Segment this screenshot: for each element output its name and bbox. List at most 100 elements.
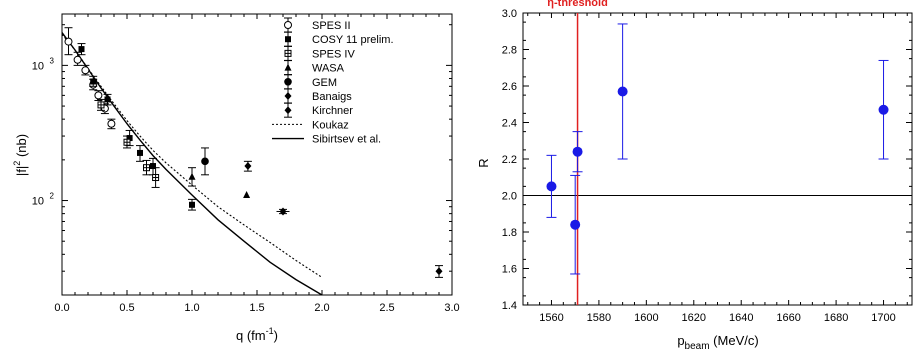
- marker-square: [137, 149, 143, 156]
- data-point: [94, 90, 103, 101]
- curve-koukaz: [61, 33, 323, 278]
- marker: [150, 163, 156, 170]
- y-tick-label: 2.8: [502, 45, 517, 57]
- form-factor-chart: 0.0 0.5 1.0 1.5 2.0 2.5 3.0 10 3 10 2 SPES II COSY …: [12, 13, 460, 343]
- ratio-point: [572, 131, 583, 173]
- point-marker: [546, 181, 557, 192]
- x-tick-label: 1620: [682, 312, 706, 324]
- y-tick-label: 2.6: [502, 81, 517, 93]
- x-tick-label: 1.0: [184, 302, 199, 314]
- reference-lines: [523, 13, 912, 305]
- marker: [107, 119, 116, 128]
- marker-triangle: [243, 190, 251, 198]
- data-point: [243, 190, 251, 198]
- y-tick-label: 1.8: [502, 227, 517, 239]
- data-point: [136, 145, 144, 162]
- legend-marker: [284, 49, 292, 57]
- legend-label: Banaigs: [312, 91, 352, 103]
- legend-label: GEM: [312, 77, 337, 89]
- marker-square: [189, 201, 195, 208]
- y-tick-label: 10: [32, 196, 44, 208]
- legend-label: WASA: [312, 63, 345, 75]
- ratio-chart: 1560 1580 1600 1620 1640 1660 1680 1700 1.4 1.6 1.…: [476, 0, 913, 352]
- marker: [152, 174, 160, 182]
- marker: [435, 267, 443, 276]
- left-x-axis-label: q (fm-1): [236, 326, 278, 343]
- theory-curves: [61, 32, 323, 296]
- right-x-axis-label: pbeam (MeV/c): [677, 333, 758, 352]
- ratio-point: [546, 154, 557, 218]
- legend-marker: [285, 36, 291, 43]
- x-tick-label: 0.5: [119, 302, 134, 314]
- marker-open-circle: [284, 21, 292, 29]
- data-point: [188, 167, 196, 187]
- data-points: [64, 27, 443, 278]
- y-tick-label: 2.4: [502, 118, 517, 130]
- legend-entry: Kirchner: [284, 102, 353, 118]
- marker: [279, 207, 287, 216]
- marker-big-circle: [284, 78, 292, 86]
- right-y-axis-label: R: [476, 158, 491, 167]
- marker-triangle: [188, 172, 196, 180]
- data-point: [123, 135, 131, 149]
- point-marker: [572, 146, 583, 157]
- data-point: [243, 160, 252, 172]
- data-point: [188, 198, 196, 211]
- ratio-point: [617, 23, 628, 160]
- marker-diamond: [284, 92, 292, 100]
- marker: [64, 37, 73, 46]
- marker-open-circle: [94, 91, 103, 100]
- data-point: [435, 265, 443, 278]
- marker-triangle: [284, 63, 292, 71]
- marker-diamond: [279, 207, 287, 216]
- legend-marker: [284, 106, 292, 115]
- marker-diamond: [435, 267, 443, 276]
- marker: [244, 162, 252, 171]
- y-tick-label: 1.4: [502, 300, 517, 312]
- point-marker: [878, 104, 889, 115]
- marker: [188, 172, 196, 180]
- y-tick-exponent: 2: [50, 192, 55, 201]
- marker-square: [150, 163, 156, 170]
- marker-open-circle: [107, 119, 116, 128]
- legend-entry: WASA: [284, 60, 345, 76]
- data-point: [97, 98, 105, 111]
- marker: [189, 201, 195, 208]
- legend-entry: Koukaz: [272, 119, 349, 131]
- data-point: [77, 43, 86, 56]
- marker: [123, 138, 131, 146]
- marker-square: [90, 78, 97, 85]
- legend-entry: COSY 11 prelim.: [284, 31, 394, 47]
- marker: [90, 78, 97, 85]
- marker: [94, 91, 103, 100]
- data-point: [81, 64, 90, 76]
- right-plot-frame: [522, 12, 913, 306]
- legend-label: Sibirtsev et al.: [312, 134, 381, 146]
- data-point: [151, 167, 160, 188]
- x-tick-label: 1660: [776, 312, 800, 324]
- legend-entry: GEM: [284, 74, 337, 90]
- ratio-point: [570, 174, 581, 275]
- marker-open-circle: [73, 55, 82, 64]
- legend-label: Kirchner: [312, 105, 353, 117]
- legend-label: SPES II: [312, 20, 351, 32]
- marker-square: [78, 46, 85, 53]
- legend: SPES II COSY 11 prelim. SPES IV WASA GEM Bana…: [272, 17, 394, 146]
- x-tick-label: 2.5: [379, 302, 394, 314]
- marker-big-circle: [201, 157, 209, 166]
- legend-label: COSY 11 prelim.: [312, 34, 394, 46]
- legend-label: Koukaz: [312, 119, 349, 131]
- data-point: [64, 27, 73, 56]
- legend-marker: [284, 63, 292, 71]
- ratio-points: [546, 23, 889, 275]
- data-point: [89, 75, 98, 87]
- marker: [97, 101, 105, 109]
- marker-diamond: [244, 162, 252, 171]
- marker: [143, 164, 150, 172]
- x-tick-label: 1.5: [249, 302, 264, 314]
- marker: [201, 157, 209, 166]
- marker-square: [104, 96, 111, 103]
- x-tick-label: 2.0: [314, 302, 329, 314]
- threshold-label: η-threshold: [547, 0, 608, 9]
- point-marker: [617, 86, 628, 97]
